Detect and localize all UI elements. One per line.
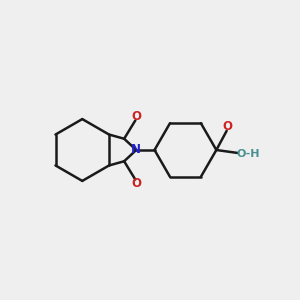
Text: N: N [131,143,141,157]
Text: O: O [131,177,141,190]
Text: O: O [222,120,232,133]
Text: O-H: O-H [237,148,260,158]
Text: O: O [131,110,141,123]
